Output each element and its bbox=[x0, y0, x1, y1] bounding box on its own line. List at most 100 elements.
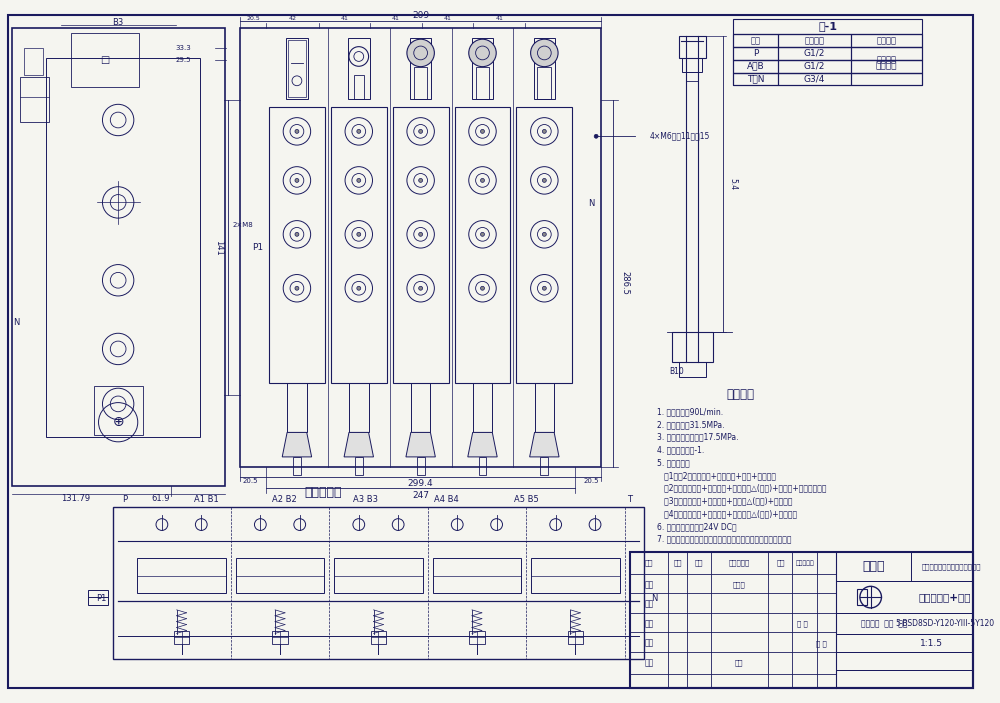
Text: A2 B2: A2 B2 bbox=[272, 495, 297, 503]
Text: 42: 42 bbox=[288, 16, 296, 21]
Bar bbox=[679, 362, 706, 377]
Bar bbox=[349, 383, 369, 432]
Bar bbox=[393, 107, 449, 383]
Circle shape bbox=[481, 286, 484, 290]
Bar bbox=[516, 107, 572, 383]
Bar bbox=[857, 589, 867, 605]
Bar bbox=[531, 558, 620, 593]
Bar bbox=[568, 631, 583, 644]
Bar bbox=[88, 591, 108, 605]
Text: P: P bbox=[122, 495, 127, 503]
Circle shape bbox=[357, 179, 361, 182]
Text: 5. 控制方式：: 5. 控制方式： bbox=[657, 458, 690, 467]
Bar bbox=[174, 631, 189, 644]
Bar bbox=[240, 28, 601, 467]
Text: 61.9: 61.9 bbox=[151, 494, 170, 503]
Polygon shape bbox=[282, 432, 312, 457]
Bar bbox=[733, 72, 778, 85]
Bar bbox=[269, 107, 325, 383]
Text: 路1、路2：手动控制+弹簧复位+锁定+型阀杆；: 路1、路2：手动控制+弹簧复位+锁定+型阀杆； bbox=[657, 471, 776, 480]
Text: 密封形式: 密封形式 bbox=[876, 36, 896, 45]
Text: 2×M8: 2×M8 bbox=[232, 221, 253, 228]
Bar bbox=[630, 552, 973, 688]
Bar bbox=[479, 457, 486, 475]
Bar bbox=[272, 631, 288, 644]
Text: 标准化: 标准化 bbox=[733, 581, 746, 588]
Bar bbox=[686, 72, 698, 82]
Circle shape bbox=[594, 134, 598, 138]
Bar bbox=[836, 552, 973, 581]
Bar bbox=[851, 72, 922, 85]
Text: 4×M6深度11间距15: 4×M6深度11间距15 bbox=[649, 131, 710, 141]
Bar bbox=[778, 60, 851, 72]
Bar bbox=[778, 47, 851, 60]
Bar bbox=[540, 457, 548, 475]
Text: 7. 阀体表面磷化处理，安全阀及螺纹插件，支架后盖为铝本色。: 7. 阀体表面磷化处理，安全阀及螺纹插件，支架后盖为铝本色。 bbox=[657, 535, 791, 543]
Bar bbox=[455, 107, 510, 383]
Bar bbox=[733, 60, 922, 72]
Bar bbox=[836, 613, 973, 634]
Text: P: P bbox=[753, 49, 758, 58]
Circle shape bbox=[357, 129, 361, 134]
Bar bbox=[137, 558, 226, 593]
Circle shape bbox=[407, 39, 434, 67]
Circle shape bbox=[357, 286, 361, 290]
Bar bbox=[733, 60, 778, 72]
Bar bbox=[733, 72, 922, 85]
Bar bbox=[733, 34, 778, 47]
Bar bbox=[371, 631, 386, 644]
Bar bbox=[46, 58, 200, 437]
Text: 技术要求: 技术要求 bbox=[726, 387, 754, 401]
Bar bbox=[534, 38, 555, 99]
Text: P1: P1 bbox=[252, 243, 263, 252]
Bar bbox=[733, 18, 922, 34]
Text: 4. 油口代号见表-1.: 4. 油口代号见表-1. bbox=[657, 446, 704, 455]
Text: 设计: 设计 bbox=[644, 580, 654, 589]
Text: 阶段标记  重量  比例: 阶段标记 重量 比例 bbox=[861, 619, 907, 628]
Bar bbox=[411, 383, 430, 432]
Text: 2. 最高压力：31.5MPa.: 2. 最高压力：31.5MPa. bbox=[657, 420, 724, 429]
Circle shape bbox=[469, 39, 496, 67]
Circle shape bbox=[542, 179, 546, 182]
Bar bbox=[851, 60, 922, 72]
Circle shape bbox=[542, 233, 546, 236]
Bar bbox=[71, 33, 139, 87]
Circle shape bbox=[419, 129, 423, 134]
Text: 41: 41 bbox=[341, 16, 349, 21]
Bar bbox=[535, 383, 554, 432]
Text: P1: P1 bbox=[96, 593, 106, 602]
Text: G3/4: G3/4 bbox=[804, 75, 825, 84]
Bar bbox=[355, 457, 363, 475]
Bar bbox=[836, 581, 973, 613]
Text: 路4路：手动控制+弹簧复位+弹簧复位△(常开)+型阀杆；: 路4路：手动控制+弹簧复位+弹簧复位△(常开)+型阀杆； bbox=[657, 509, 797, 518]
Text: 路3路：手动控制+弹簧复位+双触点△(常开)+型阀杆；: 路3路：手动控制+弹簧复位+双触点△(常开)+型阀杆； bbox=[657, 496, 792, 505]
Text: 液压原理图: 液压原理图 bbox=[305, 486, 342, 498]
Bar bbox=[24, 48, 43, 75]
Text: 3. 安全阀调定压力：17.5MPa.: 3. 安全阀调定压力：17.5MPa. bbox=[657, 433, 738, 441]
Text: 1. 额定流量：90L/min.: 1. 额定流量：90L/min. bbox=[657, 407, 723, 416]
Bar bbox=[293, 457, 301, 475]
Bar bbox=[414, 67, 427, 99]
Bar bbox=[331, 107, 387, 383]
Bar bbox=[679, 37, 706, 58]
Text: 更改文件号: 更改文件号 bbox=[729, 560, 750, 566]
Polygon shape bbox=[344, 432, 373, 457]
Circle shape bbox=[542, 286, 546, 290]
Bar bbox=[473, 383, 492, 432]
Text: T、N: T、N bbox=[747, 75, 764, 84]
Circle shape bbox=[295, 129, 299, 134]
Text: 校对: 校对 bbox=[644, 600, 654, 609]
Text: N: N bbox=[651, 593, 657, 602]
Text: G1/2: G1/2 bbox=[804, 62, 825, 71]
Circle shape bbox=[295, 233, 299, 236]
Text: 286.5: 286.5 bbox=[620, 271, 629, 295]
Bar bbox=[287, 383, 307, 432]
Bar bbox=[537, 67, 551, 99]
Text: 处数: 处数 bbox=[673, 560, 682, 566]
Bar bbox=[778, 34, 851, 47]
Text: 油口: 油口 bbox=[750, 36, 760, 45]
Bar bbox=[836, 634, 973, 652]
Bar bbox=[836, 670, 973, 688]
Text: A5 B5: A5 B5 bbox=[514, 495, 539, 503]
Bar bbox=[476, 67, 489, 99]
